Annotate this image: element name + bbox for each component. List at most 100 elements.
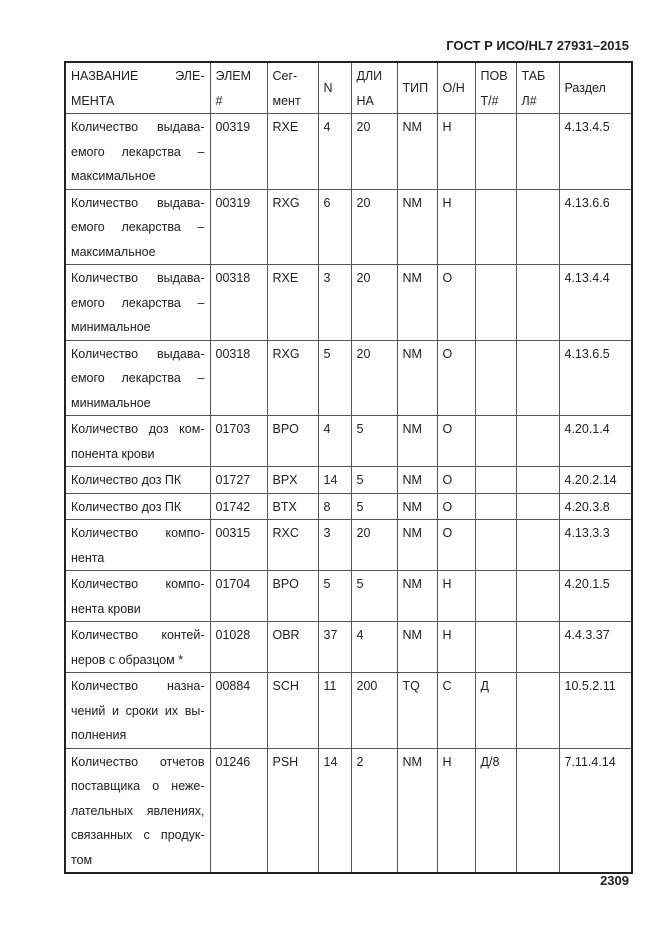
table-row: Количество компо-нента крови 01704 BPO 5 5 NM… [64, 570, 633, 622]
header-line: ТАБ [521, 69, 546, 83]
table-cell: Н [436, 747, 476, 874]
table-cell: 01742 [209, 492, 268, 520]
table-cell: С [436, 672, 476, 749]
table-cell [474, 466, 517, 494]
element-name-cell: Количество контей-неров с образцом * [64, 621, 211, 673]
table-cell: 20 [350, 264, 398, 341]
table-cell: NM [396, 415, 438, 467]
table-row: Количество доз ком-понента крови 01703 BPO… [64, 415, 633, 467]
table-cell: О [436, 466, 476, 494]
name-line: Количество выдава- [71, 271, 205, 285]
name-line: емого лекарства – [71, 220, 205, 234]
column-header: ЭЛЕМ # [209, 61, 268, 114]
table-row: Количество выдава-емого лекарства – макси… [64, 113, 633, 190]
table-cell [515, 672, 560, 749]
table-cell: 00884 [209, 672, 268, 749]
name-line: Количество доз ПК [71, 473, 182, 487]
name-line: Количество выдава- [71, 195, 205, 210]
table-cell [474, 415, 517, 467]
name-line: Количество контей- [71, 628, 205, 642]
table-cell: NM [396, 339, 438, 416]
column-header: О/Н [436, 61, 476, 114]
table-cell: 6 [317, 188, 352, 265]
name-line: неров с образцом * [71, 652, 184, 667]
table-row: Количество выдава-емого лекарства – миним… [64, 339, 633, 416]
table-cell [515, 519, 560, 571]
table-cell: 5 [317, 570, 352, 622]
table-cell: О [436, 339, 476, 416]
name-line: Количество доз ком- [71, 422, 205, 436]
table-cell: 2 [350, 747, 398, 874]
table-cell: RXG [266, 188, 319, 265]
table-cell: 01704 [209, 570, 268, 622]
table-cell: 00318 [209, 339, 268, 416]
table-cell: 7.11.4.14 [558, 747, 633, 874]
table-cell: 4.20.1.5 [558, 570, 633, 622]
header-line: НАЗВАНИЕ ЭЛЕ- [71, 69, 205, 83]
element-name-cell: Количество доз ком-понента крови [64, 415, 211, 467]
table-row: Количество компо-нента 00315 RXC 3 20 NM О 4.13… [64, 519, 633, 571]
name-line: минимальное [71, 395, 151, 410]
table-cell [474, 339, 517, 416]
table-cell [515, 466, 560, 494]
name-line: Количество выдава- [71, 120, 205, 134]
name-line: поставщика о неже- [71, 779, 205, 793]
name-line: том [71, 852, 93, 867]
table-cell [474, 113, 517, 190]
column-header: N [317, 61, 352, 114]
table-cell: 20 [350, 113, 398, 190]
header-line: ЭЛЕМ [215, 69, 252, 83]
table-cell: 4.20.1.4 [558, 415, 633, 467]
table-cell: 01246 [209, 747, 268, 874]
table-cell: 5 [350, 570, 398, 622]
table-cell: 4 [317, 415, 352, 467]
table-cell [474, 519, 517, 571]
table-cell [515, 264, 560, 341]
header-line: Т/# [480, 93, 499, 108]
table-cell: Д [474, 672, 517, 749]
table-cell [515, 188, 560, 265]
table-cell: RXE [266, 113, 319, 190]
table-cell: BTX [266, 492, 319, 520]
table-cell: RXG [266, 339, 319, 416]
table-row: Количество доз ПК 01727 BPX 14 5 NM О 4.20.2.14 [64, 466, 633, 494]
table-cell: 11 [317, 672, 352, 749]
name-line: Количество компо- [71, 526, 205, 540]
table-cell [474, 570, 517, 622]
element-name-cell: Количество доз ПК [64, 466, 211, 494]
name-line: максимальное [71, 244, 156, 259]
table-cell [515, 570, 560, 622]
table-cell: PSH [266, 747, 319, 874]
element-name-cell: Количество выдава-емого лекарства – миним… [64, 339, 211, 416]
name-line: емого лекарства – [71, 371, 205, 385]
table-cell: NM [396, 264, 438, 341]
table-cell: О [436, 415, 476, 467]
name-line: Количество компо- [71, 577, 205, 591]
table-cell: 5 [317, 339, 352, 416]
table-cell: Н [436, 188, 476, 265]
element-name-cell: Количество компо-нента [64, 519, 211, 571]
name-line: нента [71, 550, 105, 565]
table-cell: 4.20.2.14 [558, 466, 633, 494]
table-cell: 00318 [209, 264, 268, 341]
table-header-row: НАЗВАНИЕ ЭЛЕ- МЕНТА ЭЛЕМ # Сег-мент N ДЛИ НА ТИП… [64, 61, 633, 114]
table-cell: 200 [350, 672, 398, 749]
table-cell: 01703 [209, 415, 268, 467]
page-number: 2309 [600, 873, 629, 888]
column-header: ТИП [396, 61, 438, 114]
header-line: мент [272, 93, 301, 108]
table-cell: 4.20.3.8 [558, 492, 633, 520]
name-line: Количество выдава- [71, 346, 205, 361]
header-line: N [323, 81, 333, 96]
table-cell: 3 [317, 264, 352, 341]
element-name-cell: Количество выдава-емого лекарства – миним… [64, 264, 211, 341]
table-cell [515, 113, 560, 190]
table-cell: Д/8 [474, 747, 517, 874]
header-line: Раздел [564, 81, 606, 96]
element-name-cell: Количество назна-чений и сроки их вы-пол… [64, 672, 211, 749]
name-line: чений и сроки их вы- [71, 703, 205, 718]
table-cell: 4.13.4.5 [558, 113, 633, 190]
name-line: нента крови [71, 601, 141, 616]
table-cell: 4 [317, 113, 352, 190]
